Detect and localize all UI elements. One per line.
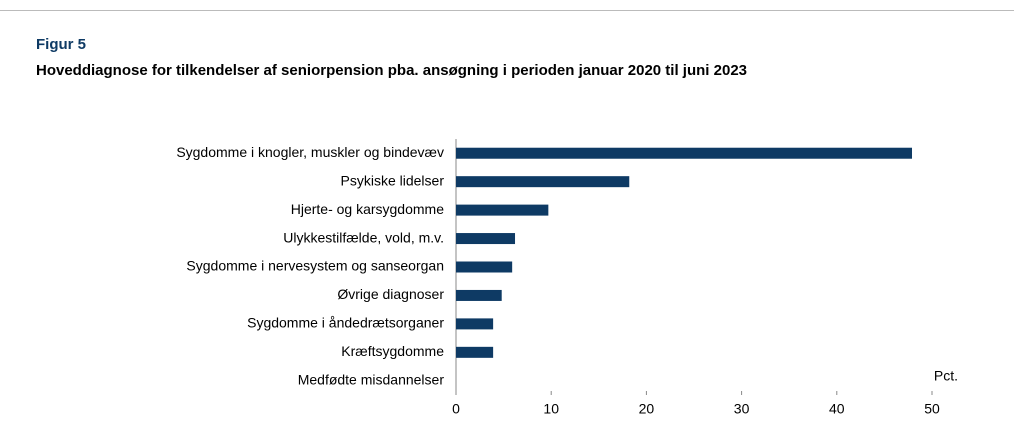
x-tick-label: 30 xyxy=(734,401,750,417)
y-tick-label: Medfødte misdannelser xyxy=(298,371,445,387)
chart-title: Hoveddiagnose for tilkendelser af senior… xyxy=(36,62,747,79)
bar xyxy=(456,289,502,301)
y-tick-label: Psykiske lidelser xyxy=(341,172,445,188)
y-tick-label: Kræftsygdomme xyxy=(341,343,444,359)
bar xyxy=(456,261,513,273)
x-tick-label: 50 xyxy=(924,401,940,417)
x-axis-label: Pct. xyxy=(934,368,958,384)
bar xyxy=(456,318,494,330)
y-tick-label: Sygdomme i nervesystem og sanseorgan xyxy=(186,258,444,274)
y-tick-label: Hjerte- og karsygdomme xyxy=(291,201,444,217)
bar xyxy=(456,176,630,188)
y-tick-label: Sygdomme i knogler, muskler og bindevæv xyxy=(176,144,444,160)
x-tick-label: 10 xyxy=(543,401,559,417)
bar xyxy=(456,204,549,216)
bar xyxy=(456,233,516,245)
y-tick-label: Øvrige diagnoser xyxy=(337,286,444,302)
x-tick-label: 20 xyxy=(639,401,655,417)
bar xyxy=(456,346,494,358)
bar xyxy=(456,147,913,159)
y-tick-label: Sygdomme i åndedrætsorganer xyxy=(247,315,444,331)
x-tick-label: 40 xyxy=(829,401,845,417)
y-tick-label: Ulykkestilfælde, vold, m.v. xyxy=(283,229,444,245)
x-tick-label: 0 xyxy=(452,401,460,417)
figure-label: Figur 5 xyxy=(36,36,86,53)
